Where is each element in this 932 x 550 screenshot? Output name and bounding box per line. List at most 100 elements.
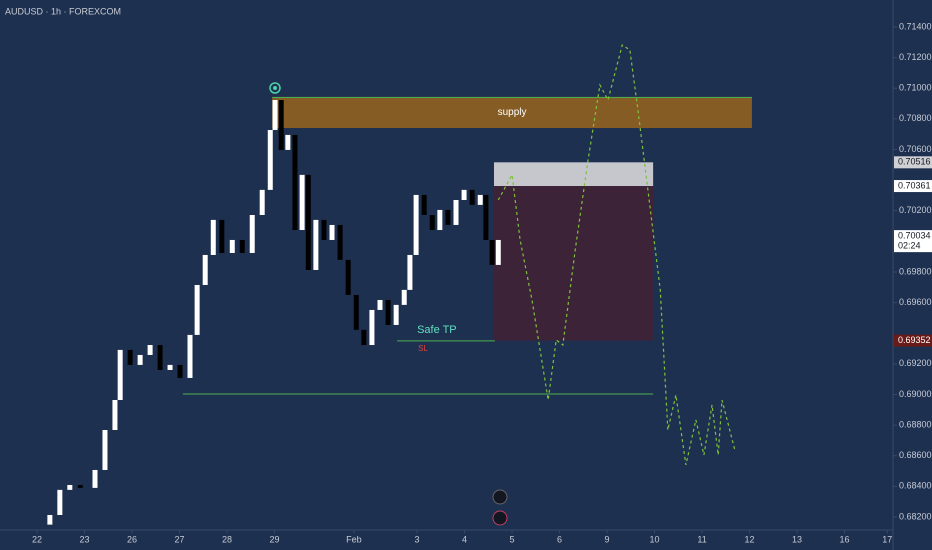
candle	[401, 289, 407, 305]
candle	[202, 254, 208, 285]
y-tick-label: 0.68200	[899, 511, 932, 521]
candle	[259, 189, 265, 216]
candle	[272, 99, 278, 131]
zone	[272, 96, 752, 129]
zone-border	[272, 96, 752, 98]
candle	[77, 484, 83, 488]
price-tag-sublabel: 02:24	[898, 241, 921, 251]
candle	[299, 174, 305, 231]
projection-line	[497, 44, 736, 466]
candle	[127, 349, 133, 365]
price-tag-label: 0.70034	[898, 231, 931, 241]
candle	[413, 194, 419, 255]
candle	[112, 399, 118, 431]
candle	[210, 219, 216, 255]
candle	[177, 364, 183, 378]
y-tick-label: 0.68400	[899, 481, 932, 491]
x-tick-label: 5	[510, 534, 515, 544]
candle	[477, 194, 483, 205]
y-tick-label: 0.71400	[899, 21, 932, 31]
price-tag-label: 0.70361	[898, 180, 931, 190]
x-tick-label: 29	[270, 534, 280, 544]
x-tick-label: 10	[650, 534, 660, 544]
x-tick-label: 3	[415, 534, 420, 544]
x-tick-label: 26	[127, 534, 137, 544]
candle	[278, 99, 284, 150]
candle	[194, 284, 200, 335]
level-label: Safe TP	[417, 324, 457, 336]
candle	[102, 430, 108, 470]
y-tick-label: 0.69600	[899, 297, 932, 307]
price-tag	[894, 180, 932, 193]
price-tag-label: 0.70516	[898, 157, 931, 167]
candle	[187, 334, 193, 378]
candle	[117, 349, 123, 400]
candle	[337, 224, 343, 260]
y-tick-label: 0.71000	[899, 83, 932, 93]
candle	[92, 469, 98, 488]
zone	[494, 162, 654, 187]
price-tag	[894, 230, 932, 253]
candle	[47, 514, 53, 525]
candle	[329, 224, 335, 240]
candle	[57, 489, 63, 515]
candle	[385, 299, 391, 325]
x-tick-label: 22	[32, 534, 42, 544]
y-tick-label: 0.70600	[899, 144, 932, 154]
y-tick-label: 0.70200	[899, 205, 932, 215]
y-tick-label: 0.69000	[899, 389, 932, 399]
x-tick-label: 4	[462, 534, 467, 544]
y-tick-label: 0.68800	[899, 419, 932, 429]
candle	[461, 189, 467, 200]
candle	[285, 134, 291, 150]
candle	[369, 309, 375, 346]
y-tick-label: 0.71200	[899, 52, 932, 62]
candle	[489, 239, 495, 265]
x-tick-label: 17	[882, 534, 892, 544]
x-tick-label: 28	[222, 534, 232, 544]
level-sublabel: SL	[418, 344, 428, 353]
candle	[345, 259, 351, 295]
candle	[313, 219, 319, 270]
x-tick-label: 23	[80, 534, 90, 544]
y-tick-label: 0.70800	[899, 113, 932, 123]
candle	[67, 484, 73, 490]
candle	[292, 134, 298, 231]
event-icon[interactable]	[492, 489, 508, 505]
candle	[377, 299, 383, 310]
zone-label: supply	[498, 107, 527, 118]
candle	[239, 239, 245, 253]
candle	[137, 354, 143, 365]
candle	[469, 189, 475, 205]
x-tick-label: 12	[745, 534, 755, 544]
x-tick-label: 6	[557, 534, 562, 544]
candle	[437, 209, 443, 231]
candle	[321, 219, 327, 240]
candle	[267, 130, 273, 190]
candle	[483, 194, 489, 240]
y-tick-label: 0.68600	[899, 450, 932, 460]
candle	[167, 364, 173, 370]
candle	[305, 174, 311, 270]
price-tag	[894, 156, 932, 169]
candle	[393, 304, 399, 325]
price-tag	[894, 334, 932, 347]
candle	[407, 254, 413, 290]
price-tag-label: 0.69352	[898, 335, 931, 345]
candle	[445, 209, 451, 225]
y-tick-label: 0.69800	[899, 266, 932, 276]
marker-icon	[269, 82, 281, 94]
x-tick-label: 11	[697, 534, 706, 544]
candle	[453, 199, 459, 225]
candle	[353, 294, 359, 330]
candle	[421, 194, 427, 216]
candle	[229, 239, 235, 253]
x-tick-label: 13	[792, 534, 802, 544]
candle	[361, 329, 367, 346]
event-icon[interactable]	[492, 510, 508, 526]
candle	[249, 215, 255, 253]
candle	[495, 239, 501, 265]
